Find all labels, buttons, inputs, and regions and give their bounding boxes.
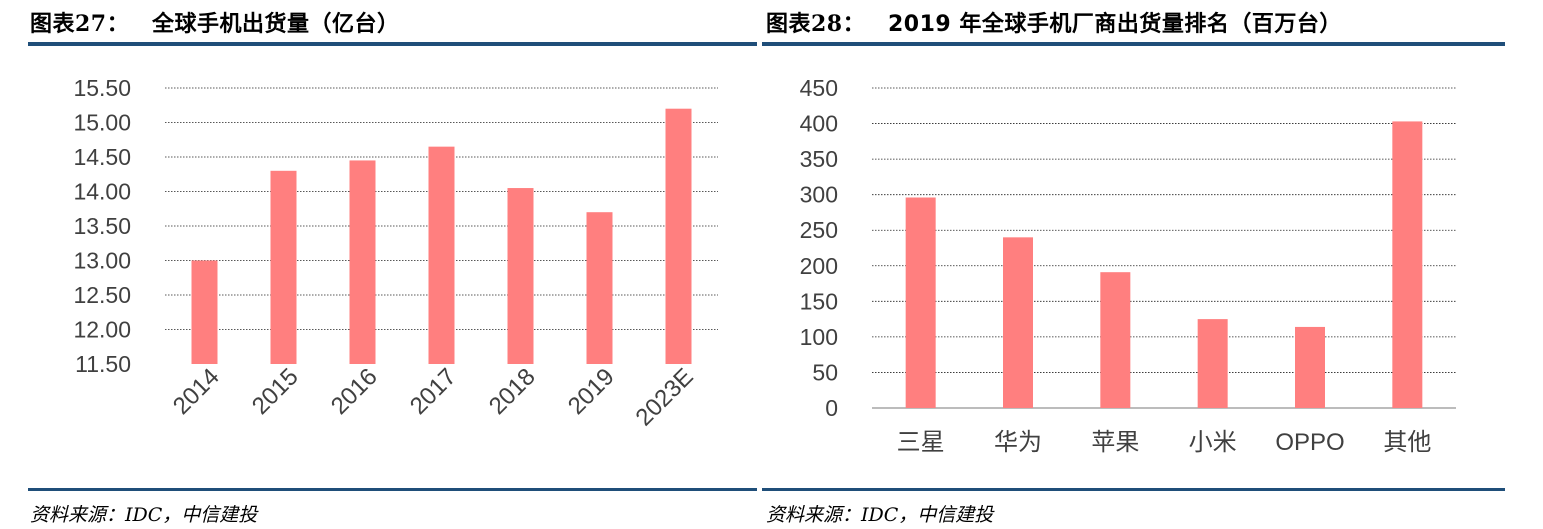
figure-label: 图表27： [30, 11, 130, 37]
bar-三星 [905, 197, 936, 408]
x-tick-label: 华为 [994, 429, 1042, 456]
x-tick-label: 其他 [1383, 429, 1431, 456]
y-tick-label: 200 [800, 253, 838, 279]
y-tick-label: 450 [800, 75, 838, 101]
y-tick-label: 100 [800, 324, 838, 350]
source-note: 资料来源：IDC，中信建投 [766, 504, 994, 526]
y-tick-label: 15.00 [73, 110, 131, 136]
bar-华为 [1003, 237, 1033, 408]
x-tick-label: 2018 [484, 363, 541, 420]
x-tick-label: 2019 [563, 363, 620, 420]
y-tick-label: 14.50 [73, 144, 131, 170]
y-tick-label: 11.50 [75, 351, 131, 377]
chart-vendor-ranking: 0 50 100 150 200 250 300 350 400 450 三星 华为 苹果 小米 OPPO 其… [800, 75, 1456, 456]
chart-panel-shipments: 图表27： 全球手机出货量（亿台） 11.50 12.00 12.50 13.00 13… [0, 0, 757, 529]
y-tick-label: 13.00 [73, 248, 131, 274]
bar-2016 [349, 160, 376, 364]
bar-OPPO [1295, 326, 1325, 408]
chart-shipments: 11.50 12.00 12.50 13.00 13.50 14.00 14.50 15.00… [73, 75, 718, 431]
chart-panel-vendor-ranking: 图表28： 2019 年全球手机厂商出货量排名（百万台） 0 50 100 150 20… [762, 0, 1543, 529]
x-tick-label: 2015 [247, 363, 304, 420]
bar-2018 [507, 188, 534, 364]
y-tick-label: 250 [800, 217, 838, 243]
x-tick-label: 三星 [897, 429, 945, 456]
x-tick-label: 2016 [326, 363, 383, 420]
figure-title: 图表28： 2019 年全球手机厂商出货量排名（百万台） [762, 6, 1543, 37]
figure-label: 图表28： [766, 11, 866, 37]
bar-小米 [1197, 319, 1228, 408]
x-tick-label: 2017 [405, 363, 462, 420]
x-tick-label: 苹果 [1091, 429, 1139, 456]
y-tick-label: 0 [825, 395, 838, 421]
y-tick-label: 150 [800, 288, 838, 314]
chart-title: 全球手机出货量（亿台） [152, 12, 400, 37]
source-note: 资料来源：IDC，中信建投 [30, 504, 258, 526]
y-tick-label: 12.00 [73, 317, 131, 343]
x-tick-label: 2023E [631, 363, 699, 431]
bottom-rule [28, 488, 757, 491]
bar-2017 [428, 146, 455, 364]
x-tick-label: 小米 [1189, 429, 1237, 456]
x-tick-label: 2014 [168, 363, 225, 420]
y-tick-label: 50 [812, 359, 838, 385]
y-tick-label: 13.50 [73, 213, 131, 239]
bar-其他 [1392, 121, 1423, 408]
bar-苹果 [1100, 272, 1131, 408]
title-rule [28, 42, 757, 46]
bar-2015 [270, 170, 297, 364]
y-tick-label: 300 [800, 182, 838, 208]
y-tick-label: 12.50 [73, 282, 131, 308]
bar-2023E [665, 108, 692, 364]
chart-title: 2019 年全球手机厂商出货量排名（百万台） [888, 12, 1342, 37]
title-rule [762, 42, 1505, 46]
y-tick-label: 15.50 [73, 75, 131, 101]
x-tick-label: OPPO [1275, 429, 1344, 456]
y-tick-label: 400 [800, 111, 838, 137]
bar-2014 [191, 260, 218, 364]
y-tick-label: 14.00 [73, 179, 131, 205]
y-tick-label: 350 [800, 146, 838, 172]
bar-2019 [586, 212, 613, 364]
figure-title: 图表27： 全球手机出货量（亿台） [0, 6, 757, 37]
bottom-rule [762, 488, 1505, 491]
